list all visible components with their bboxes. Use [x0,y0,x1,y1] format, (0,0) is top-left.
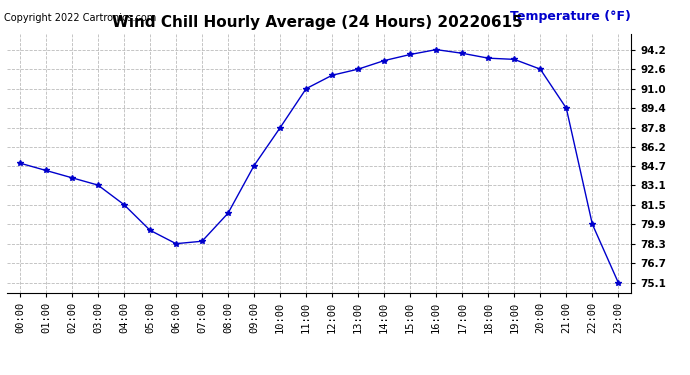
Text: Copyright 2022 Cartronics.com: Copyright 2022 Cartronics.com [3,13,156,23]
Text: Temperature (°F): Temperature (°F) [511,10,631,23]
Text: Wind Chill Hourly Average (24 Hours) 20220615: Wind Chill Hourly Average (24 Hours) 202… [112,15,523,30]
